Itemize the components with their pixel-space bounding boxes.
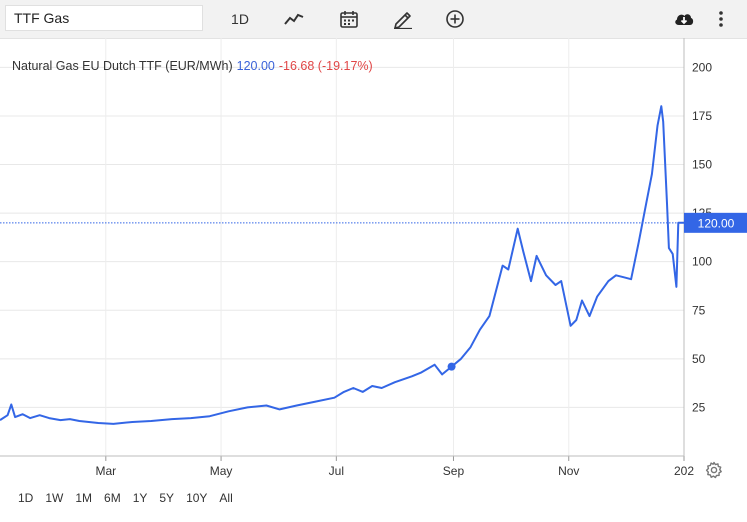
- price-change: -16.68 (-19.17%): [278, 59, 373, 73]
- chart-legend: Natural Gas EU Dutch TTF (EUR/MWh) 120.00…: [12, 59, 373, 73]
- price-point-marker[interactable]: [447, 362, 456, 371]
- x-tick-label: Mar: [95, 464, 116, 478]
- range-button-5y[interactable]: 5Y: [159, 491, 175, 505]
- line-chart-icon[interactable]: [281, 6, 307, 32]
- y-tick-label: 100: [692, 255, 712, 269]
- range-button-1d[interactable]: 1D: [18, 491, 34, 505]
- x-tick-label: Nov: [558, 464, 579, 478]
- last-price-tag: [684, 212, 747, 233]
- interval-button[interactable]: 1D: [231, 11, 249, 27]
- y-tick-label: 50: [692, 352, 706, 366]
- symbol-search-input[interactable]: [5, 5, 203, 31]
- y-tick-label: 150: [692, 158, 712, 172]
- price-series-line: [0, 105, 684, 425]
- range-button-10y[interactable]: 10Y: [186, 491, 208, 505]
- instrument-name: Natural Gas EU Dutch TTF (EUR/MWh): [12, 59, 233, 73]
- calendar-icon[interactable]: [336, 6, 362, 32]
- range-button-6m[interactable]: 6M: [104, 491, 121, 505]
- toolbar: 1D: [0, 0, 747, 39]
- y-tick-label: 200: [692, 60, 712, 74]
- range-button-1m[interactable]: 1M: [75, 491, 93, 505]
- last-price: 120.00: [236, 59, 275, 73]
- last-price-tag-label: 120.00: [698, 216, 735, 230]
- y-tick-label: 75: [692, 303, 706, 317]
- cloud-download-icon[interactable]: [671, 6, 697, 32]
- range-button-all[interactable]: All: [219, 491, 233, 505]
- x-tick-label: Sep: [443, 464, 465, 478]
- x-tick-label: 202: [674, 464, 694, 478]
- plus-circle-icon[interactable]: [442, 6, 468, 32]
- range-button-1y[interactable]: 1Y: [132, 491, 148, 505]
- range-selector: 1D 1W 1M 6M 1Y 5Y 10Y All: [12, 489, 239, 507]
- price-chart[interactable]: 255075100125150175200MarMayJulSepNov2021…: [0, 38, 747, 478]
- gear-icon[interactable]: [705, 461, 723, 479]
- x-tick-label: May: [210, 464, 233, 478]
- more-vertical-icon[interactable]: [708, 6, 734, 32]
- y-tick-label: 175: [692, 109, 712, 123]
- y-tick-label: 25: [692, 400, 706, 414]
- x-tick-label: Jul: [329, 464, 344, 478]
- range-button-1w[interactable]: 1W: [45, 491, 64, 505]
- pencil-icon[interactable]: [390, 6, 416, 32]
